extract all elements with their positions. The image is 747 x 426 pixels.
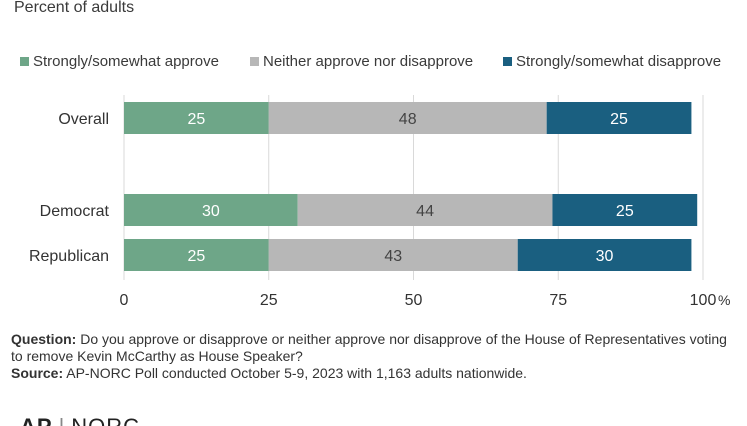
category-label-republican: Republican xyxy=(29,248,109,265)
logo-norc: NORC xyxy=(71,414,140,426)
x-tick-label-25: 25 xyxy=(260,292,278,309)
data-label-democrat-neither: 44 xyxy=(416,203,434,220)
chart-subtitle: Percent of adults xyxy=(14,0,135,16)
question-text: Do you approve or disapprove or neither … xyxy=(11,331,727,364)
data-label-overall-disapprove: 25 xyxy=(610,111,628,128)
legend-label-disapprove: Strongly/somewhat disapprove xyxy=(516,52,722,70)
x-tick-label-100: 100 xyxy=(690,292,717,309)
chart-legend: Strongly/somewhat approve Neither approv… xyxy=(0,51,747,71)
bar-democrat-approve xyxy=(124,194,298,226)
question-label: Question: xyxy=(11,331,77,347)
legend-item-approve: Strongly/somewhat approve xyxy=(20,51,219,71)
logo-separator: | xyxy=(59,414,66,426)
axis-layer: 0 25 50 75 100% xyxy=(120,292,731,309)
legend-swatch-neither xyxy=(250,56,259,66)
chart-notes: Question: Do you approve or disapprove o… xyxy=(11,331,739,382)
label-layer: Overall Democrat Republican 25 48 25 30 44 25 25 4… xyxy=(29,111,634,265)
legend-swatch-disapprove xyxy=(503,56,512,66)
bar-overall-disapprove xyxy=(546,102,692,134)
category-label-overall: Overall xyxy=(58,111,109,128)
data-label-democrat-approve: 30 xyxy=(202,203,220,220)
bar-republican-neither xyxy=(268,239,518,271)
legend-item-disapprove: Strongly/somewhat disapprove xyxy=(503,51,721,71)
bar-chart: Overall Democrat Republican 25 48 25 30 44 25 25 4… xyxy=(29,95,731,309)
bar-overall-approve xyxy=(124,102,269,134)
bar-layer xyxy=(124,102,698,271)
legend-label-approve: Strongly/somewhat approve xyxy=(33,52,219,70)
data-label-republican-neither: 43 xyxy=(384,248,402,265)
bar-democrat-disapprove xyxy=(552,194,698,226)
x-tick-label-50: 50 xyxy=(405,292,423,309)
bar-republican-approve xyxy=(124,239,269,271)
legend-label-neither: Neither approve nor disapprove xyxy=(263,52,474,70)
source-label: Source: xyxy=(11,365,64,381)
source-text: AP-NORC Poll conducted October 5-9, 2023… xyxy=(63,365,527,381)
x-axis-unit-label: % xyxy=(718,292,730,308)
x-tick-label-75: 75 xyxy=(549,292,567,309)
legend-swatch-approve xyxy=(20,56,29,66)
data-label-republican-approve: 25 xyxy=(187,248,205,265)
bar-republican-disapprove xyxy=(517,239,692,271)
data-label-republican-disapprove: 30 xyxy=(596,248,614,265)
data-label-overall-neither: 48 xyxy=(399,111,417,128)
bar-democrat-neither xyxy=(297,194,553,226)
logo-ap: AP xyxy=(20,414,53,426)
category-label-democrat: Democrat xyxy=(40,203,110,220)
data-label-democrat-disapprove: 25 xyxy=(616,203,634,220)
ap-norc-logo: AP | NORC xyxy=(20,414,140,426)
bar-overall-neither xyxy=(268,102,547,134)
legend-item-neither: Neither approve nor disapprove xyxy=(250,51,473,71)
data-label-overall-approve: 25 xyxy=(187,111,205,128)
x-tick-label-0: 0 xyxy=(120,292,129,309)
